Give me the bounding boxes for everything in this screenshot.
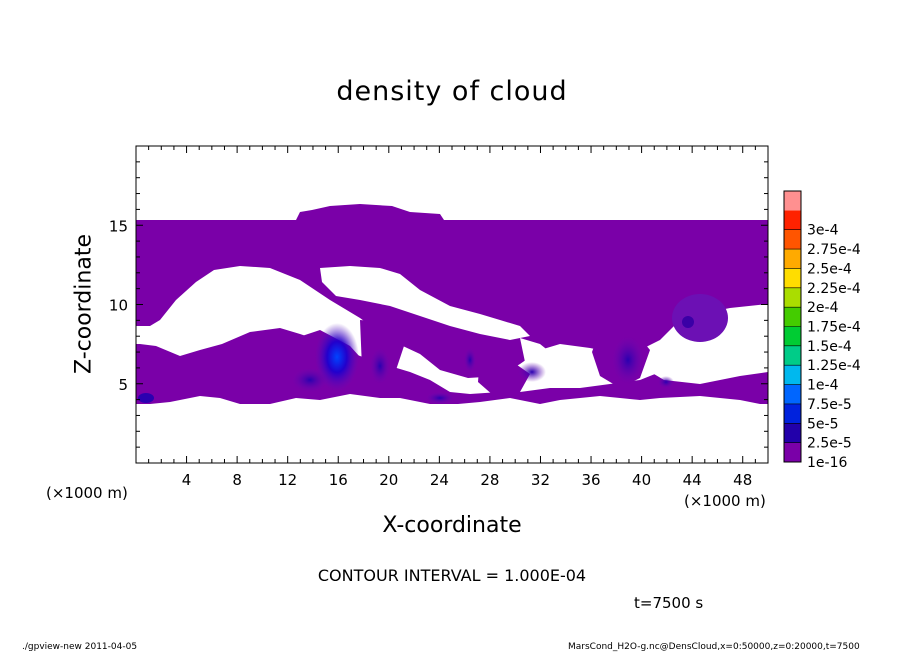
x-tick-label: 28 <box>480 471 499 489</box>
colorbar-swatch <box>784 268 801 288</box>
x-unit-label-right: (×1000 m) <box>684 492 766 510</box>
colorbar-swatch <box>784 191 801 211</box>
x-tick-label: 24 <box>430 471 449 489</box>
x-axis-label: X-coordinate <box>382 513 522 538</box>
x-tick-label: 32 <box>531 471 550 489</box>
footer-right: MarsCond_H2O-g.nc@DensCloud,x=0:50000,z=… <box>568 642 860 652</box>
y-tick-label: 10 <box>109 297 128 315</box>
x-tick-label: 44 <box>683 471 702 489</box>
core-region <box>315 323 359 391</box>
chart-title: density of cloud <box>336 76 568 107</box>
x-tick-label: 8 <box>232 471 242 489</box>
x-tick-label: 4 <box>182 471 192 489</box>
y-tick-label: 15 <box>109 217 128 235</box>
colorbar-label: 2e-4 <box>807 300 839 316</box>
colorbar-swatch <box>784 365 801 385</box>
colorbar-swatch <box>784 345 801 366</box>
cloud-gap <box>520 338 575 386</box>
colorbar-legend: 1e-16 2.5e-5 5e-5 7.5e-5 1e-4 1.25e-4 1.5e-4 1.… <box>783 190 861 471</box>
core-region <box>612 336 644 384</box>
colorbar-label: 1e-4 <box>807 378 839 394</box>
colorbar-swatch <box>784 403 801 424</box>
core-region <box>464 348 476 372</box>
colorbar-swatch <box>784 249 801 269</box>
core-region <box>658 376 674 388</box>
x-unit-label-left: (×1000 m) <box>46 484 128 502</box>
colorbar-swatch <box>784 384 801 404</box>
x-tick-label: 20 <box>379 471 398 489</box>
core-region <box>292 368 328 392</box>
colorbar-label: 2.75e-4 <box>807 242 861 258</box>
colorbar-label: 2.5e-5 <box>807 436 852 452</box>
core-region <box>138 393 154 403</box>
x-tick-label: 12 <box>278 471 297 489</box>
y-tick-label: 5 <box>118 376 128 394</box>
colorbar-swatch <box>784 442 801 462</box>
cloud-gap <box>320 266 530 340</box>
core-region <box>672 294 728 342</box>
core-region <box>518 362 546 382</box>
x-tick-label: 36 <box>581 471 600 489</box>
colorbar-swatch <box>784 229 801 250</box>
colorbar-label: 2.5e-4 <box>807 261 852 277</box>
core-region <box>426 392 454 404</box>
colorbar-swatch <box>784 326 801 346</box>
colorbar-label: 1e-16 <box>807 455 847 471</box>
colorbar-label: 5e-5 <box>807 416 838 432</box>
colorbar-swatch <box>784 287 801 308</box>
y-axis: 5 10 15 <box>109 161 768 448</box>
cloud-lower <box>478 356 530 396</box>
cloud-field <box>136 204 768 404</box>
colorbar-label: 7.5e-5 <box>807 397 852 413</box>
x-tick-label: 16 <box>329 471 348 489</box>
contour-interval-label: CONTOUR INTERVAL = 1.000E-04 <box>317 566 587 585</box>
colorbar-swatch <box>784 307 801 327</box>
y-axis-label: Z-coordinate <box>71 234 97 374</box>
core-region <box>682 316 694 328</box>
x-tick-label: 40 <box>632 471 651 489</box>
colorbar-label: 1.5e-4 <box>807 339 852 355</box>
colorbar-label: 3e-4 <box>807 223 839 239</box>
core-region <box>370 348 390 384</box>
colorbar-label: 1.25e-4 <box>807 358 861 374</box>
x-tick-label: 48 <box>733 471 752 489</box>
time-label: t=7500 s <box>634 594 704 612</box>
colorbar-swatch <box>784 210 801 230</box>
colorbar-swatch <box>784 423 801 443</box>
colorbar-label: 1.75e-4 <box>807 320 861 336</box>
footer-left: ./gpview-new 2011-04-05 <box>22 642 138 652</box>
x-axis: 4 8 12 16 20 24 28 32 36 40 44 48 <box>148 146 756 489</box>
colorbar-label: 2.25e-4 <box>807 281 861 297</box>
cloud-lower <box>226 350 272 398</box>
cloud-lower <box>136 350 196 392</box>
